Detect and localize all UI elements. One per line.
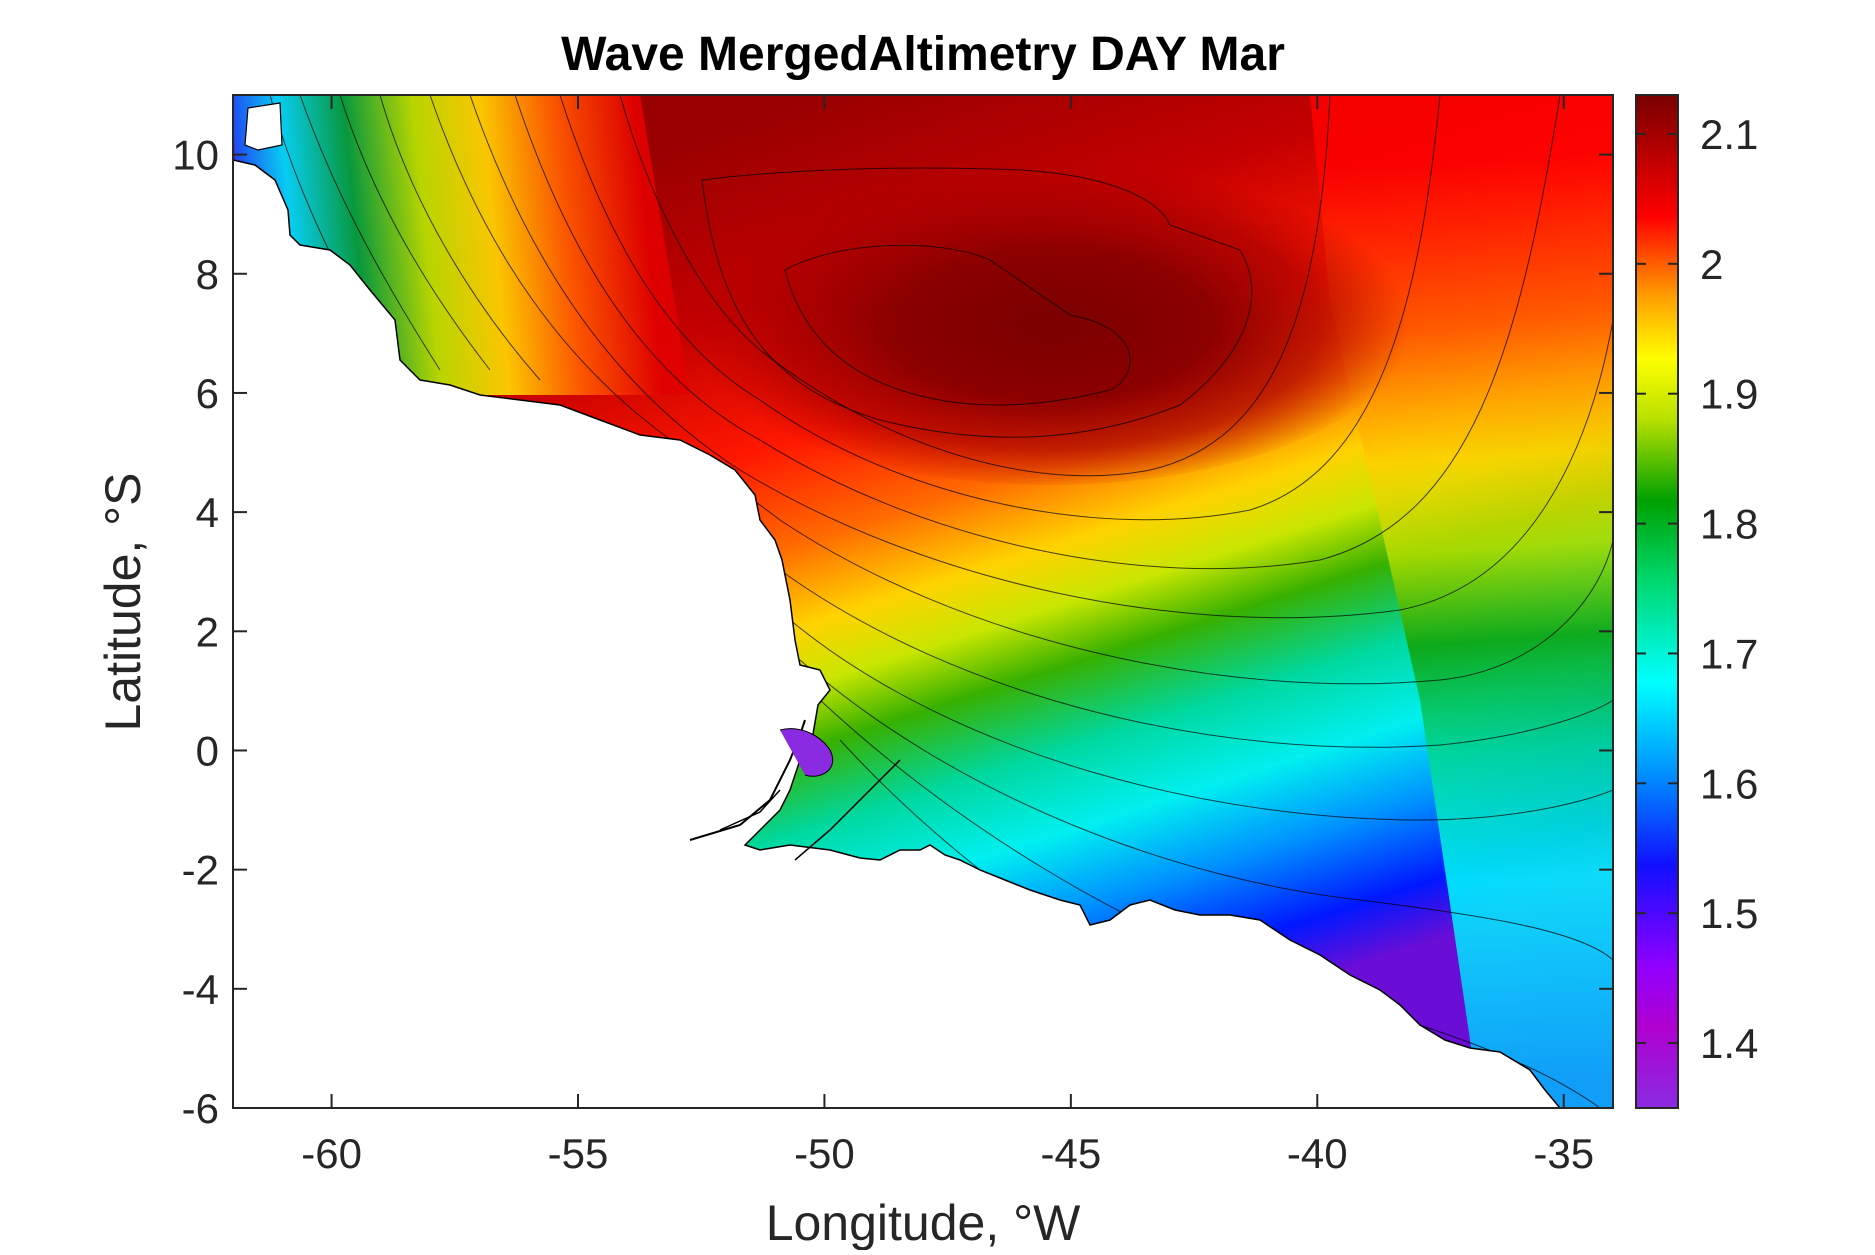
- colorbar-tick-label: 1.6: [1700, 760, 1758, 807]
- trinidad-island: [244, 102, 283, 151]
- colorbar-tick-label: 1.8: [1700, 501, 1758, 548]
- chart-title: Wave MergedAltimetry DAY Mar: [561, 28, 1285, 81]
- contour-line: [559, 95, 1441, 521]
- colorbar: [1635, 94, 1679, 1109]
- contour-line: [619, 95, 1331, 477]
- contour-line: [339, 95, 491, 371]
- y-tick-label: 6: [196, 370, 219, 417]
- y-tick-label: 0: [196, 727, 219, 774]
- contour-line: [469, 95, 1613, 619]
- y-tick-label: 2: [196, 608, 219, 655]
- x-tick-label: -35: [1533, 1130, 1594, 1177]
- colorbar-tick-label: 2.1: [1700, 111, 1758, 158]
- contour-line: [779, 569, 1613, 748]
- colorbar-ticks: [1636, 132, 1678, 1045]
- y-tick-label: -4: [182, 966, 219, 1013]
- x-ticks: [330, 95, 1565, 1108]
- y-tick-label: -2: [182, 847, 219, 894]
- maximum-core: [690, 165, 1410, 485]
- contour-line: [429, 95, 1613, 685]
- contour-line: [799, 659, 1613, 961]
- contour-line: [701, 167, 1253, 438]
- y-tick-label: 10: [172, 132, 219, 179]
- x-tick-label: -45: [1041, 1130, 1102, 1177]
- colorbar-tick-label: 1.9: [1700, 371, 1758, 418]
- y-axis-label: Latitude, °S: [95, 472, 151, 731]
- y-tick-label: -6: [182, 1085, 219, 1132]
- contour-line: [299, 95, 441, 371]
- contour-field: [233, 95, 1613, 1108]
- y-ticks: [233, 153, 1613, 1109]
- river-channel: [719, 789, 781, 831]
- x-axis-label: Longitude, °W: [766, 1195, 1081, 1250]
- y-tick-label: 4: [196, 489, 219, 536]
- colorbar-tick-labels: 1.4 1.5 1.6 1.7 1.8 1.9 2 2.1: [1700, 111, 1758, 1067]
- x-tick-label: -40: [1287, 1130, 1348, 1177]
- contour-lines: [269, 95, 1613, 1108]
- x-tick-label: -55: [548, 1130, 609, 1177]
- x-tick-label: -60: [301, 1130, 362, 1177]
- river-channel: [794, 759, 901, 861]
- colorbar-tick-label: 1.4: [1700, 1020, 1758, 1067]
- colorbar-tick-label: 1.5: [1700, 890, 1758, 937]
- amazon-mouth: [779, 728, 833, 777]
- contour-line: [789, 619, 1613, 821]
- colorbar-tick-label: 2: [1700, 241, 1723, 288]
- colorbar-tick-label: 1.7: [1700, 630, 1758, 677]
- land-mask: [233, 159, 1561, 1108]
- contour-line: [514, 95, 1561, 570]
- x-tick-labels: -60 -55 -50 -45 -40 -35: [301, 1130, 1594, 1177]
- y-tick-labels: -6 -4 -2 0 2 4 6 8 10: [172, 132, 219, 1132]
- contour-line: [784, 244, 1131, 406]
- contour-line: [379, 95, 541, 381]
- x-tick-label: -50: [794, 1130, 855, 1177]
- y-tick-label: 8: [196, 251, 219, 298]
- axes-box: [232, 94, 1614, 1109]
